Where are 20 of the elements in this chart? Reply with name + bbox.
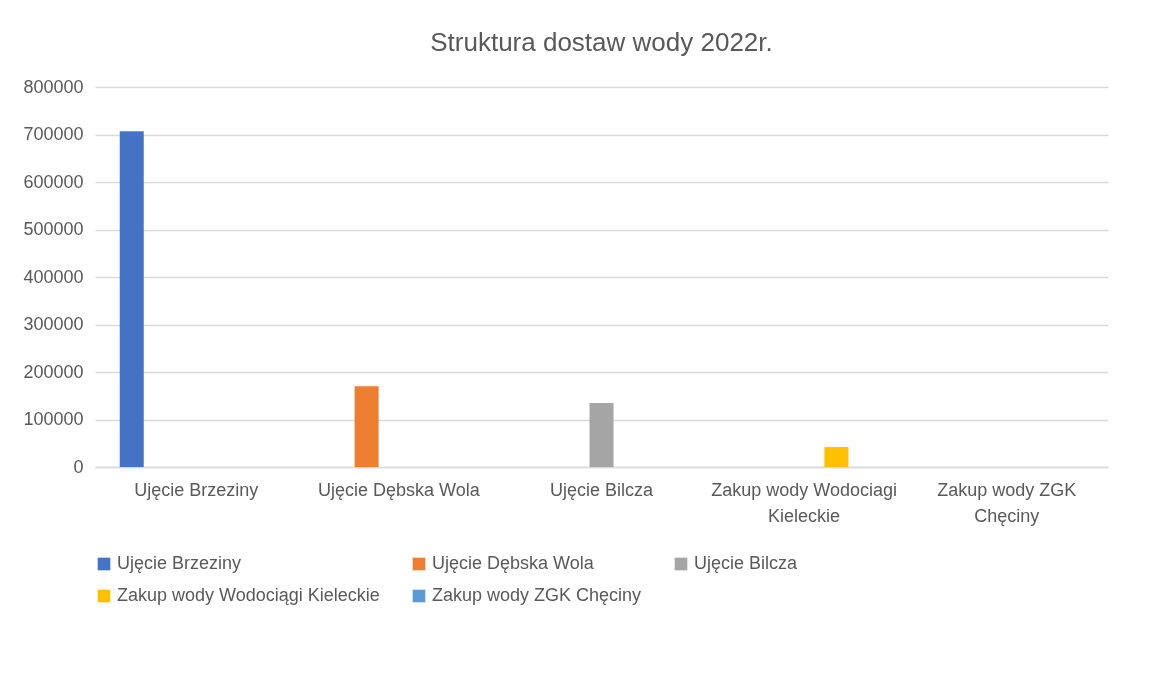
y-tick-label: 600000 [23,171,84,192]
y-tick-label: 300000 [23,314,84,334]
y-tick-label: 100000 [23,409,84,429]
chart-title: Struktura dostaw wody 2022r. [430,27,773,57]
y-tick-label: 500000 [23,219,84,239]
legend-label: Ujęcie Bilcza [694,553,799,573]
x-tick-label: Zakup wody ZGK Chęciny [937,479,1077,526]
y-tick-label: 700000 [23,124,84,144]
y-tick-label: 400000 [23,266,84,287]
x-tick-label: Ujęcie Brzeziny [134,479,259,500]
y-tick-label: 0 [73,456,84,477]
legend-label: Zakup wody Wodociągi Kieleckie [117,585,380,605]
y-tick-label: 200000 [23,361,84,382]
y-tick-label: 800000 [23,76,84,97]
legend-label: Ujęcie Brzeziny [117,553,242,573]
x-tick-label: Ujęcie Dębska Wola [318,479,481,500]
x-tick-label: Zakup wody Wodociagi Kieleckie [711,479,897,526]
legend-label: Zakup wody ZGK Chęciny [432,585,642,605]
legend-label: Ujęcie Dębska Wola [432,553,595,573]
x-tick-label: Ujęcie Bilcza [549,479,654,500]
